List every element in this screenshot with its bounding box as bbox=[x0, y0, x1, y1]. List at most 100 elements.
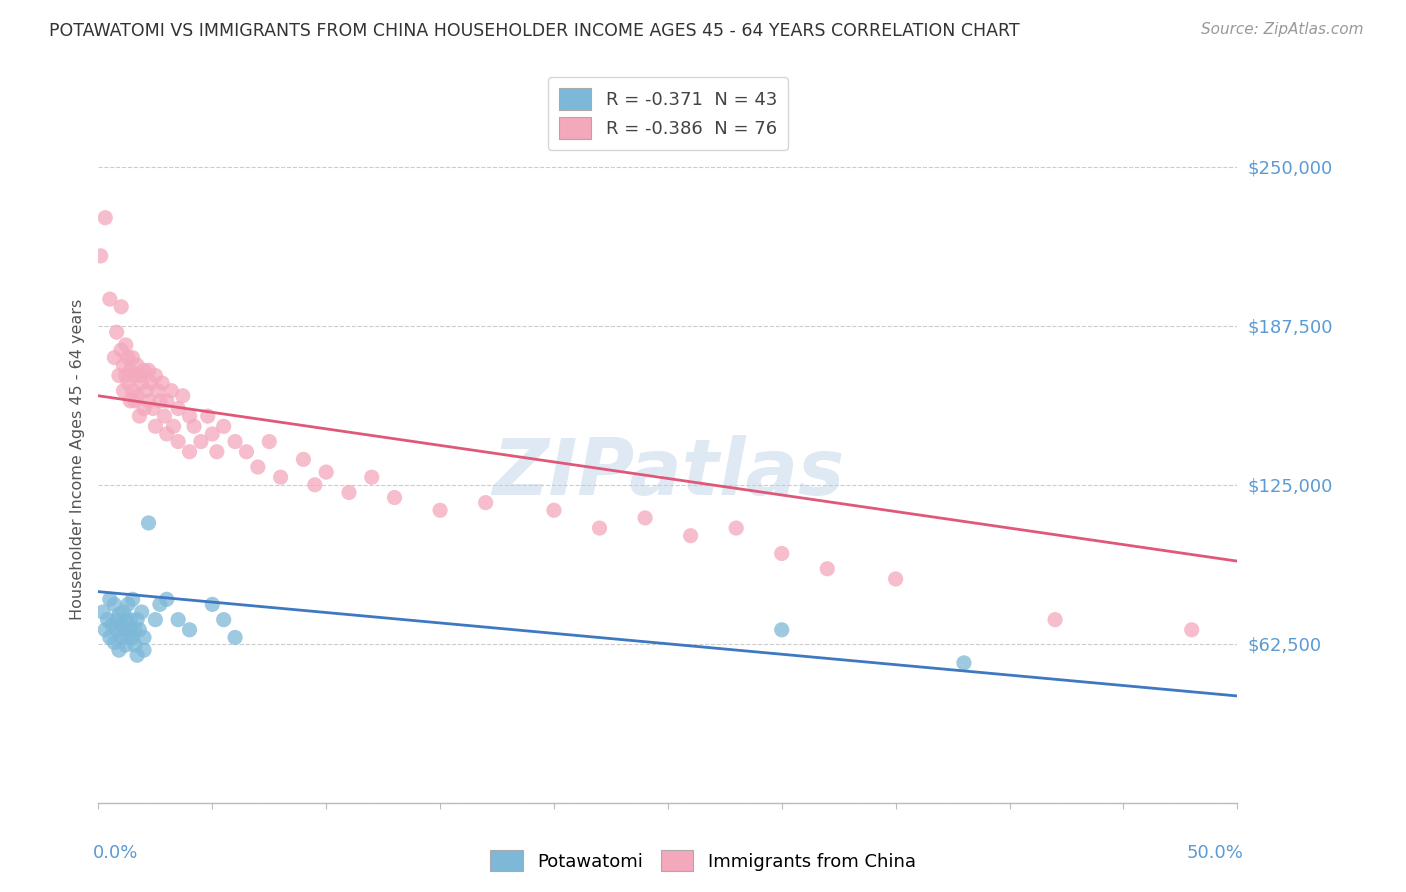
Point bbox=[315, 465, 337, 479]
Point bbox=[725, 521, 748, 535]
Point bbox=[120, 363, 142, 377]
Point bbox=[179, 444, 201, 458]
Point bbox=[94, 623, 117, 637]
Point bbox=[120, 613, 142, 627]
Point bbox=[235, 444, 257, 458]
Point bbox=[112, 623, 135, 637]
Point bbox=[117, 351, 139, 365]
Point bbox=[114, 638, 136, 652]
Point bbox=[160, 384, 183, 398]
Point bbox=[117, 376, 139, 390]
Point bbox=[132, 363, 155, 377]
Point bbox=[156, 592, 179, 607]
Point bbox=[197, 409, 219, 424]
Point bbox=[953, 656, 976, 670]
Point bbox=[162, 419, 184, 434]
Point bbox=[145, 419, 167, 434]
Point bbox=[121, 384, 143, 398]
Point bbox=[112, 358, 135, 372]
Point bbox=[128, 409, 150, 424]
Point bbox=[156, 393, 179, 408]
Point bbox=[138, 516, 160, 530]
Point bbox=[259, 434, 281, 449]
Point bbox=[127, 358, 149, 372]
Point bbox=[117, 598, 139, 612]
Point bbox=[304, 478, 326, 492]
Point bbox=[98, 292, 121, 306]
Point bbox=[292, 452, 315, 467]
Point bbox=[150, 376, 173, 390]
Point bbox=[145, 368, 167, 383]
Point bbox=[127, 613, 149, 627]
Point bbox=[212, 419, 235, 434]
Point bbox=[132, 631, 155, 645]
Point bbox=[543, 503, 565, 517]
Point bbox=[145, 613, 167, 627]
Point bbox=[90, 249, 112, 263]
Point bbox=[98, 592, 121, 607]
Text: POTAWATOMI VS IMMIGRANTS FROM CHINA HOUSEHOLDER INCOME AGES 45 - 64 YEARS CORREL: POTAWATOMI VS IMMIGRANTS FROM CHINA HOUS… bbox=[49, 22, 1019, 40]
Text: 50.0%: 50.0% bbox=[1187, 844, 1243, 862]
Point bbox=[224, 434, 246, 449]
Point bbox=[103, 351, 125, 365]
Point bbox=[96, 613, 118, 627]
Point bbox=[105, 613, 128, 627]
Point bbox=[131, 605, 153, 619]
Point bbox=[474, 495, 496, 509]
Legend: Potawatomi, Immigrants from China: Potawatomi, Immigrants from China bbox=[482, 843, 924, 879]
Point bbox=[770, 623, 793, 637]
Point bbox=[114, 368, 136, 383]
Point bbox=[815, 562, 838, 576]
Text: ZIPatlas: ZIPatlas bbox=[492, 435, 844, 511]
Point bbox=[121, 592, 143, 607]
Point bbox=[201, 426, 224, 441]
Point bbox=[190, 434, 212, 449]
Point bbox=[120, 393, 142, 408]
Point bbox=[91, 605, 114, 619]
Point bbox=[146, 384, 169, 398]
Point bbox=[94, 211, 117, 225]
Point bbox=[167, 613, 190, 627]
Point bbox=[634, 511, 657, 525]
Point bbox=[135, 384, 157, 398]
Point bbox=[101, 617, 124, 632]
Point bbox=[98, 631, 121, 645]
Point bbox=[110, 343, 132, 357]
Point bbox=[114, 338, 136, 352]
Point bbox=[167, 434, 190, 449]
Point bbox=[127, 389, 149, 403]
Point bbox=[205, 444, 228, 458]
Point bbox=[128, 368, 150, 383]
Point bbox=[108, 368, 131, 383]
Point bbox=[770, 547, 793, 561]
Point bbox=[138, 393, 160, 408]
Legend: R = -0.371  N = 43, R = -0.386  N = 76: R = -0.371 N = 43, R = -0.386 N = 76 bbox=[548, 77, 787, 150]
Point bbox=[132, 643, 155, 657]
Point bbox=[128, 623, 150, 637]
Point bbox=[139, 376, 162, 390]
Point bbox=[124, 368, 146, 383]
Point bbox=[384, 491, 406, 505]
Point bbox=[110, 617, 132, 632]
Point bbox=[124, 638, 146, 652]
Point bbox=[112, 384, 135, 398]
Point bbox=[124, 393, 146, 408]
Point bbox=[108, 607, 131, 622]
Text: 0.0%: 0.0% bbox=[93, 844, 138, 862]
Point bbox=[120, 623, 142, 637]
Point bbox=[127, 648, 149, 663]
Point bbox=[103, 635, 125, 649]
Point bbox=[679, 529, 702, 543]
Point bbox=[114, 613, 136, 627]
Point bbox=[110, 631, 132, 645]
Point bbox=[105, 325, 128, 339]
Point bbox=[108, 643, 131, 657]
Point bbox=[149, 393, 172, 408]
Point bbox=[179, 623, 201, 637]
Point bbox=[224, 631, 246, 645]
Point bbox=[1181, 623, 1204, 637]
Point bbox=[156, 426, 179, 441]
Point bbox=[179, 409, 201, 424]
Point bbox=[183, 419, 205, 434]
Point bbox=[153, 409, 176, 424]
